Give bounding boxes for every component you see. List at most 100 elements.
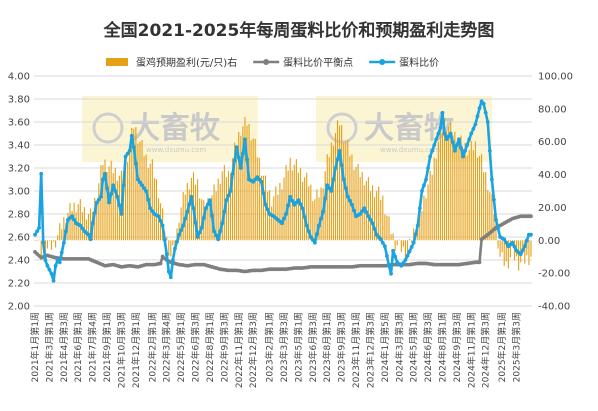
ratio-point	[146, 197, 151, 202]
profit-bar	[347, 139, 349, 241]
ratio-point	[366, 214, 371, 219]
left-tick-label: 4.00	[8, 72, 30, 83]
right-tick-label: 60.00	[538, 137, 567, 148]
profit-bar	[168, 240, 170, 256]
ratio-point	[162, 237, 167, 242]
profit-bar	[71, 211, 73, 241]
x-tick-label: 2025年3月第3周	[511, 312, 523, 382]
ratio-point	[454, 143, 459, 147]
profit-bar	[44, 240, 46, 258]
ratio-point	[191, 206, 196, 211]
ratio-point	[512, 244, 517, 249]
right-tick-label: 20.00	[538, 203, 567, 214]
ratio-point	[105, 186, 109, 191]
ratio-point	[345, 194, 350, 199]
ratio-point	[111, 183, 116, 188]
ratio-point	[228, 189, 233, 193]
profit-bar	[254, 138, 256, 241]
x-tick-label: 2021年10月第3周	[116, 312, 128, 388]
profit-bar	[493, 214, 495, 241]
profit-bar	[353, 169, 355, 241]
profit-bar	[213, 184, 215, 241]
profit-bar	[291, 170, 293, 241]
profit-bar	[446, 131, 448, 241]
profit-bar	[336, 120, 339, 241]
left-tick-label: 3.20	[8, 164, 30, 175]
x-axis: 2021年1月第1周 2021年3月第1周 2021年4月第3周 2021年6月第1周…	[29, 312, 523, 388]
ratio-point	[306, 229, 311, 234]
ratio-point	[115, 194, 120, 199]
ratio-point	[78, 223, 83, 228]
profit-bar	[199, 198, 201, 241]
ratio-point	[446, 134, 451, 139]
ratio-point	[117, 203, 122, 208]
legend-marker	[379, 59, 386, 65]
profit-bar	[172, 240, 174, 246]
ratio-point	[333, 166, 338, 170]
profit-bar	[433, 157, 435, 241]
left-tick-label: 3.00	[8, 187, 30, 198]
ratio-point	[360, 209, 365, 214]
left-tick-label: 2.60	[8, 233, 30, 244]
ratio-point	[201, 216, 206, 220]
ratio-point	[323, 196, 328, 201]
ratio-point	[230, 171, 235, 176]
ratio-point	[158, 219, 163, 223]
ratio-point	[469, 131, 474, 136]
profit-bar	[470, 141, 472, 241]
profit-bar	[374, 197, 376, 241]
profit-bar	[234, 142, 236, 241]
profit-bar	[151, 159, 153, 241]
ratio-point	[107, 200, 112, 205]
profit-bar	[402, 240, 404, 247]
x-tick-label: 2022年3月第4周	[161, 312, 173, 382]
profit-bar	[359, 177, 361, 241]
profit-bar	[112, 173, 114, 241]
profit-bar	[460, 135, 462, 241]
ratio-point	[312, 240, 317, 245]
profit-bar	[456, 145, 458, 241]
ratio-point	[339, 163, 344, 168]
profit-bar	[481, 154, 483, 241]
profit-bar	[85, 219, 88, 241]
ratio-markers	[33, 99, 533, 283]
profit-bar	[485, 172, 487, 241]
profit-bar	[474, 141, 476, 241]
ratio-point	[475, 114, 480, 119]
x-tick-label: 2021年12月第1周	[130, 312, 142, 388]
profit-bar	[507, 240, 509, 269]
ratio-point	[203, 206, 208, 211]
ratio-point	[415, 223, 420, 228]
profit-bar	[339, 125, 341, 241]
ratio-point	[265, 207, 270, 212]
x-tick-label: 2024年1月第5周	[379, 312, 391, 382]
profit-bar	[271, 206, 273, 241]
ratio-point	[175, 239, 179, 244]
profit-bar	[209, 206, 211, 241]
ratio-point	[129, 133, 134, 138]
left-tick-label: 3.60	[8, 118, 30, 129]
ratio-point	[407, 249, 412, 254]
ratio-point	[177, 232, 181, 237]
profit-bar	[441, 132, 444, 241]
profit-bar	[452, 135, 454, 241]
ratio-point	[127, 148, 132, 153]
right-tick-label: 40.00	[538, 170, 567, 181]
ratio-point	[387, 263, 391, 268]
profit-bar	[419, 208, 421, 241]
ratio-point	[96, 197, 101, 202]
profit-bar	[221, 171, 223, 241]
profit-bar	[197, 179, 199, 241]
profit-bar	[369, 191, 372, 241]
ratio-point	[504, 240, 509, 245]
profit-bar	[110, 160, 112, 241]
ratio-point	[220, 221, 225, 226]
legend: 蛋鸡预期盈利(元/只)右 蛋料比价平衡点 蛋料比价	[106, 56, 439, 69]
ratio-point	[424, 177, 428, 182]
profit-bar	[176, 228, 178, 241]
ratio-point	[422, 183, 426, 188]
legend-entry: 蛋料比价	[369, 56, 439, 69]
ratio-point	[428, 154, 433, 159]
left-tick-label: 3.80	[8, 95, 30, 106]
profit-bar	[137, 143, 139, 241]
